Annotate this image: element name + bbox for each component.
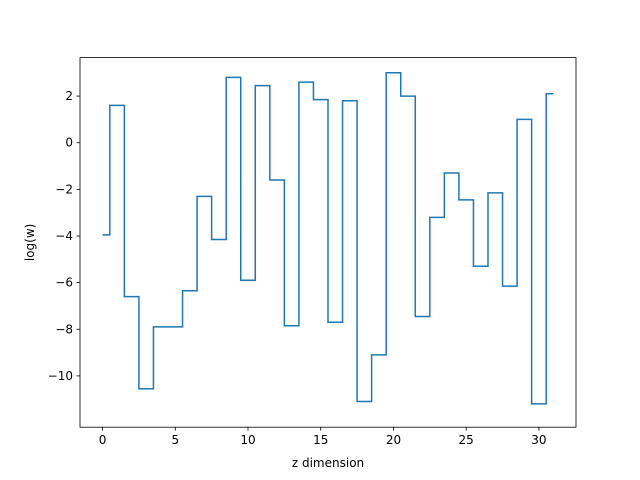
y-axis-label: log(w) bbox=[23, 224, 37, 261]
y-tick-label: 2 bbox=[65, 89, 73, 103]
y-tick-label: −2 bbox=[55, 182, 73, 196]
x-tick-label: 30 bbox=[531, 433, 546, 447]
x-tick-label: 25 bbox=[459, 433, 474, 447]
y-tick-label: −4 bbox=[55, 229, 73, 243]
y-tick-label: −8 bbox=[55, 322, 73, 336]
y-axis-ticks: 2 0 −2 −4 −6 −8 −10 bbox=[48, 89, 80, 383]
y-tick-label: −6 bbox=[55, 276, 73, 290]
x-tick-label: 10 bbox=[240, 433, 255, 447]
series-line bbox=[102, 72, 554, 405]
x-tick-label: 0 bbox=[99, 433, 107, 447]
y-tick-label: 0 bbox=[65, 136, 73, 150]
plot-frame bbox=[79, 57, 577, 428]
x-axis-label: z dimension bbox=[292, 456, 364, 470]
x-tick-label: 20 bbox=[386, 433, 401, 447]
x-tick-label: 15 bbox=[313, 433, 328, 447]
y-tick-label: −10 bbox=[48, 369, 73, 383]
x-axis-ticks: 0 5 10 15 20 25 30 bbox=[99, 427, 547, 447]
x-tick-label: 5 bbox=[171, 433, 179, 447]
